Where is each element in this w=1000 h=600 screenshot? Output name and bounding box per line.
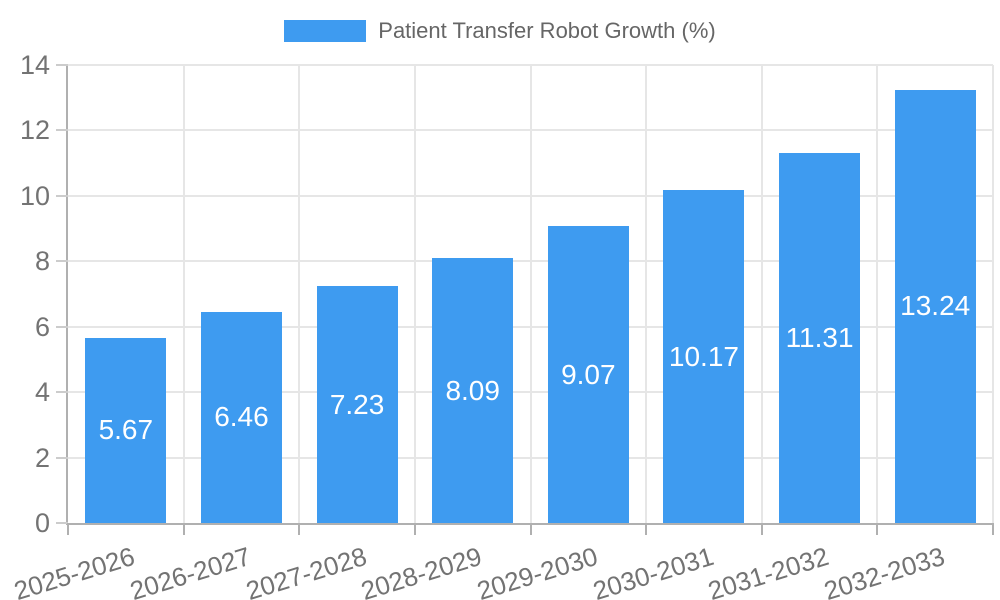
y-tick-mark	[56, 64, 68, 66]
x-gridline	[413, 65, 416, 523]
y-tick-mark	[56, 391, 68, 394]
bar[interactable]: 9.07	[547, 226, 629, 523]
bar[interactable]: 7.23	[316, 286, 398, 523]
bar-value-label: 10.17	[668, 340, 739, 372]
x-axis-tick-label: 2026-2027	[126, 541, 255, 600]
y-axis-tick-label: 6	[34, 311, 50, 342]
legend-label[interactable]: Patient Transfer Robot Growth (%)	[378, 18, 716, 43]
plot-area: 0 2 4 6 8 10 12 14 5.67 2025-2026 6.46 2026-2027 7.2…	[11, 50, 994, 600]
bar[interactable]: 5.67	[85, 337, 167, 523]
y-axis-tick-label: 0	[34, 508, 50, 538]
y-tick-mark	[56, 194, 68, 197]
x-axis-tick-label: 2029-2030	[473, 541, 602, 600]
y-tick-mark	[56, 325, 68, 328]
x-tick-mark	[645, 523, 648, 535]
x-tick-mark	[67, 523, 69, 535]
x-axis-tick-label: 2032-2033	[820, 541, 948, 600]
bar-value-label: 5.67	[98, 414, 154, 446]
bar-value-label: 11.31	[785, 322, 854, 353]
x-gridline	[645, 65, 648, 523]
bar[interactable]: 6.46	[200, 311, 282, 523]
y-tick-mark	[56, 129, 68, 132]
bar-value-label: 7.23	[329, 388, 385, 420]
y-axis-tick-label: 10	[19, 180, 50, 211]
x-gridline	[760, 65, 763, 523]
bar[interactable]: 10.17	[663, 190, 745, 523]
bar-value-label: 6.46	[214, 401, 269, 433]
bar[interactable]: 13.24	[894, 89, 976, 523]
x-gridline	[182, 65, 185, 523]
x-gridline	[992, 65, 994, 523]
legend-swatch[interactable]	[284, 20, 367, 42]
x-gridline	[529, 65, 532, 523]
y-axis-tick-label: 8	[34, 246, 50, 277]
x-tick-mark	[182, 523, 185, 535]
y-tick-mark	[56, 260, 68, 263]
legend: Patient Transfer Robot Growth (%)	[0, 20, 1000, 42]
x-gridline	[298, 65, 301, 523]
y-axis-tick-label: 2	[34, 442, 50, 473]
y-axis-tick-label: 12	[19, 115, 50, 146]
bar-value-label: 13.24	[900, 290, 971, 322]
x-tick-mark	[876, 523, 879, 535]
y-axis-tick-label: 4	[34, 377, 50, 408]
x-tick-mark	[760, 523, 763, 535]
bar[interactable]: 11.31	[779, 153, 861, 523]
x-tick-mark	[298, 523, 301, 535]
y-tick-mark	[56, 456, 68, 459]
bar-value-label: 9.07	[561, 358, 616, 390]
bar-value-label: 8.09	[445, 374, 500, 406]
x-axis-tick-label: 2027-2028	[242, 541, 370, 600]
x-axis-tick-label: 2030-2031	[589, 541, 717, 600]
x-axis-tick-label: 2028-2029	[357, 541, 486, 600]
x-axis-tick-label: 2025-2026	[10, 541, 139, 600]
x-tick-mark	[529, 523, 532, 535]
bar[interactable]: 8.09	[432, 258, 514, 523]
x-tick-mark	[413, 523, 416, 535]
x-tick-mark	[992, 523, 994, 535]
x-axis-tick-label: 2031-2032	[704, 541, 833, 600]
y-axis-tick-label: 14	[19, 50, 50, 80]
x-gridline	[876, 65, 879, 523]
y-tick-mark	[56, 522, 68, 524]
